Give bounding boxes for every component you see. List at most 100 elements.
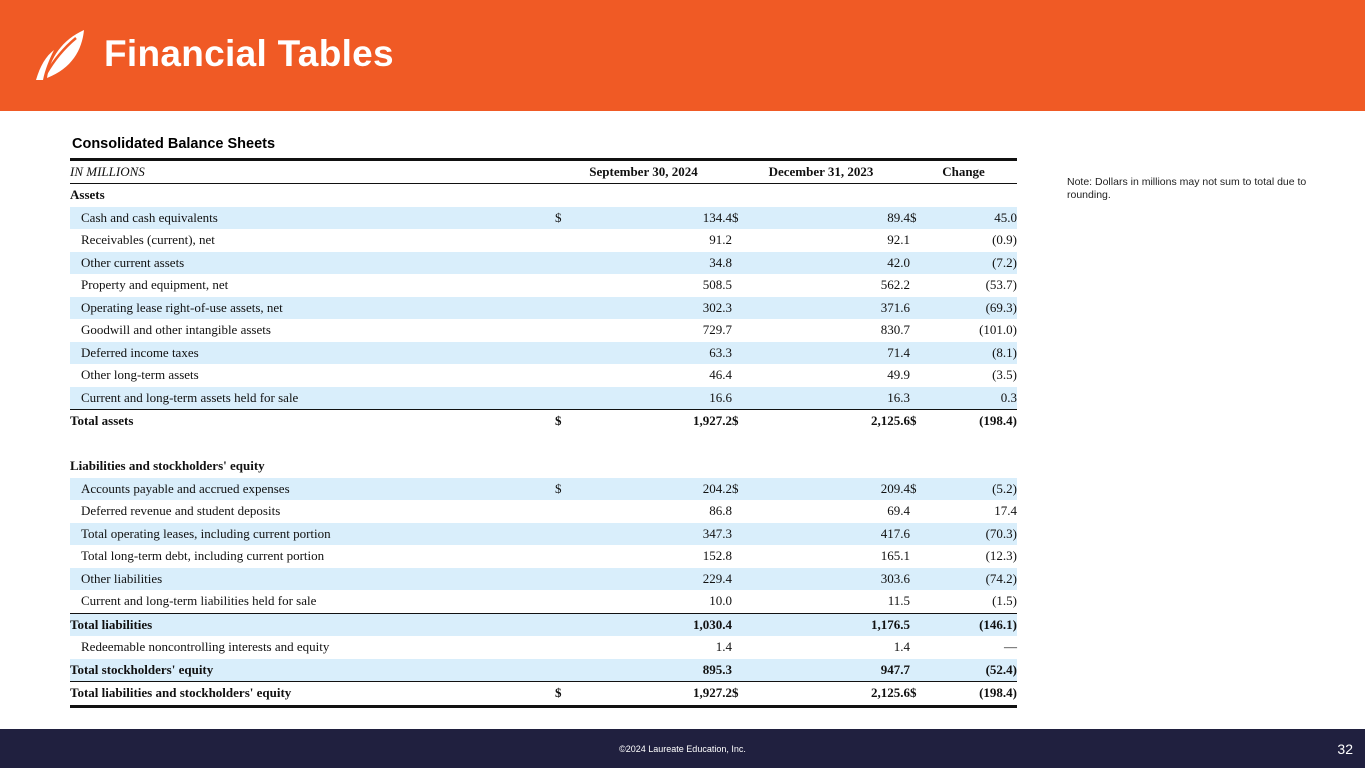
value-dec-2023: 42.0	[772, 251, 911, 274]
table-row: Total operating leases, including curren…	[70, 522, 1018, 545]
table-row: Other long-term assets 46.4 49.9 (3.5)	[70, 364, 1017, 387]
value-change: (198.4)	[950, 409, 1018, 433]
currency-sign	[910, 658, 951, 682]
row-label: Deferred income taxes	[70, 341, 555, 364]
row-label: Current and long-term assets held for sa…	[70, 386, 555, 410]
currency-sign	[732, 522, 773, 545]
page-title: Financial Tables	[104, 33, 394, 74]
value-sep-2024: 895.3	[595, 658, 733, 682]
value-change: (101.0)	[979, 322, 1018, 338]
currency-sign	[555, 433, 595, 456]
currency-sign	[910, 455, 950, 478]
value-dec-2023: 69.4	[887, 503, 911, 519]
currency-sign: $	[732, 409, 773, 433]
value-change: (8.1)	[950, 341, 1018, 364]
value-sep-2024: 86.8	[709, 503, 733, 519]
value-change: (0.9)	[992, 232, 1018, 248]
value-change	[950, 433, 1017, 456]
value-change: (70.3)	[950, 522, 1018, 545]
row-label: Liabilities and stockholders' equity	[70, 458, 265, 474]
currency-sign	[732, 500, 772, 523]
currency-sign	[732, 433, 772, 456]
column-header-dec-2023: December 31, 2023	[732, 158, 911, 184]
footer-bar: ©2024 Laureate Education, Inc. 32	[0, 729, 1365, 768]
table-row: Other current assets 34.8 42.0 (7.2)	[70, 251, 1018, 274]
table-row: Current and long-term assets held for sa…	[70, 386, 1018, 410]
value-dec-2023: 562.2	[880, 277, 911, 293]
currency-sign	[555, 229, 595, 252]
table-row: Total stockholders' equity 895.3 947.7 (52.…	[70, 658, 1018, 682]
laureate-leaf-icon	[36, 30, 84, 80]
value-dec-2023: 2,125.6	[772, 681, 911, 708]
currency-sign	[910, 545, 950, 568]
value-change: (12.3)	[985, 548, 1018, 564]
value-sep-2024: 91.2	[709, 232, 733, 248]
value-dec-2023: 89.4	[772, 206, 911, 229]
value-sep-2024: 152.8	[702, 548, 733, 564]
value-sep-2024: 1,030.4	[595, 612, 733, 636]
currency-sign	[555, 364, 595, 387]
currency-sign	[555, 251, 595, 274]
value-change: (5.2)	[950, 477, 1018, 500]
row-label: Cash and cash equivalents	[70, 206, 555, 229]
value-change: —	[1004, 639, 1018, 655]
row-label: Other long-term assets	[81, 367, 199, 383]
header-bar: Financial Tables	[0, 0, 1365, 111]
currency-sign	[555, 296, 595, 319]
value-sep-2024: 16.6	[595, 386, 733, 410]
value-sep-2024	[595, 455, 732, 478]
currency-sign: $	[910, 681, 951, 708]
value-sep-2024: 1,927.2	[595, 409, 733, 433]
currency-sign: $	[732, 477, 773, 500]
table-row: Operating lease right-of-use assets, net…	[70, 296, 1018, 319]
value-change: (3.5)	[992, 367, 1018, 383]
currency-sign	[910, 274, 950, 297]
currency-sign	[555, 455, 595, 478]
column-header-units: IN MILLIONS	[70, 158, 555, 184]
table-row: Redeemable noncontrolling interests and …	[70, 636, 1017, 659]
currency-sign	[910, 184, 950, 207]
row-label: Total operating leases, including curren…	[70, 522, 555, 545]
currency-sign	[555, 341, 595, 364]
currency-sign	[910, 522, 951, 545]
table-row: Cash and cash equivalents $134.4 $89.4 $45.…	[70, 206, 1018, 229]
currency-sign	[555, 612, 595, 636]
row-label: Other liabilities	[70, 567, 555, 590]
value-dec-2023	[772, 433, 910, 456]
currency-sign	[910, 341, 951, 364]
currency-sign: $	[910, 477, 951, 500]
table-body: Assets Cash and cash equivalents $134.4 $89…	[70, 184, 1018, 708]
currency-sign	[732, 229, 772, 252]
value-dec-2023: 209.4	[772, 477, 911, 500]
row-label: Deferred revenue and student deposits	[81, 503, 281, 519]
currency-sign	[732, 341, 773, 364]
currency-sign	[732, 386, 773, 410]
currency-sign	[910, 590, 950, 613]
table-row: Deferred income taxes 63.3 71.4 (8.1)	[70, 341, 1018, 364]
currency-sign	[555, 184, 595, 207]
row-label: Operating lease right-of-use assets, net	[70, 296, 555, 319]
table-row: Goodwill and other intangible assets 729.…	[70, 319, 1017, 342]
row-label: Total liabilities and stockholders' equi…	[70, 681, 555, 708]
currency-sign	[732, 567, 773, 590]
currency-sign: $	[555, 477, 595, 500]
value-sep-2024: 10.0	[709, 593, 733, 609]
table-row: Current and long-term liabilities held f…	[70, 590, 1017, 613]
value-change: (74.2)	[950, 567, 1018, 590]
table-row: Deferred revenue and student deposits 86.…	[70, 500, 1017, 523]
table-row: Total liabilities and stockholders' equi…	[70, 681, 1018, 708]
row-label: Other current assets	[70, 251, 555, 274]
value-sep-2024: 46.4	[709, 367, 733, 383]
currency-sign	[555, 545, 595, 568]
value-sep-2024: 302.3	[595, 296, 733, 319]
currency-sign	[910, 386, 951, 410]
value-change: (7.2)	[950, 251, 1018, 274]
currency-sign: $	[910, 206, 951, 229]
value-dec-2023: 947.7	[772, 658, 911, 682]
value-dec-2023	[772, 455, 910, 478]
value-change: 45.0	[950, 206, 1018, 229]
value-sep-2024: 134.4	[595, 206, 733, 229]
row-label: Accounts payable and accrued expenses	[70, 477, 555, 500]
row-label: Goodwill and other intangible assets	[81, 322, 271, 338]
currency-sign	[910, 567, 951, 590]
